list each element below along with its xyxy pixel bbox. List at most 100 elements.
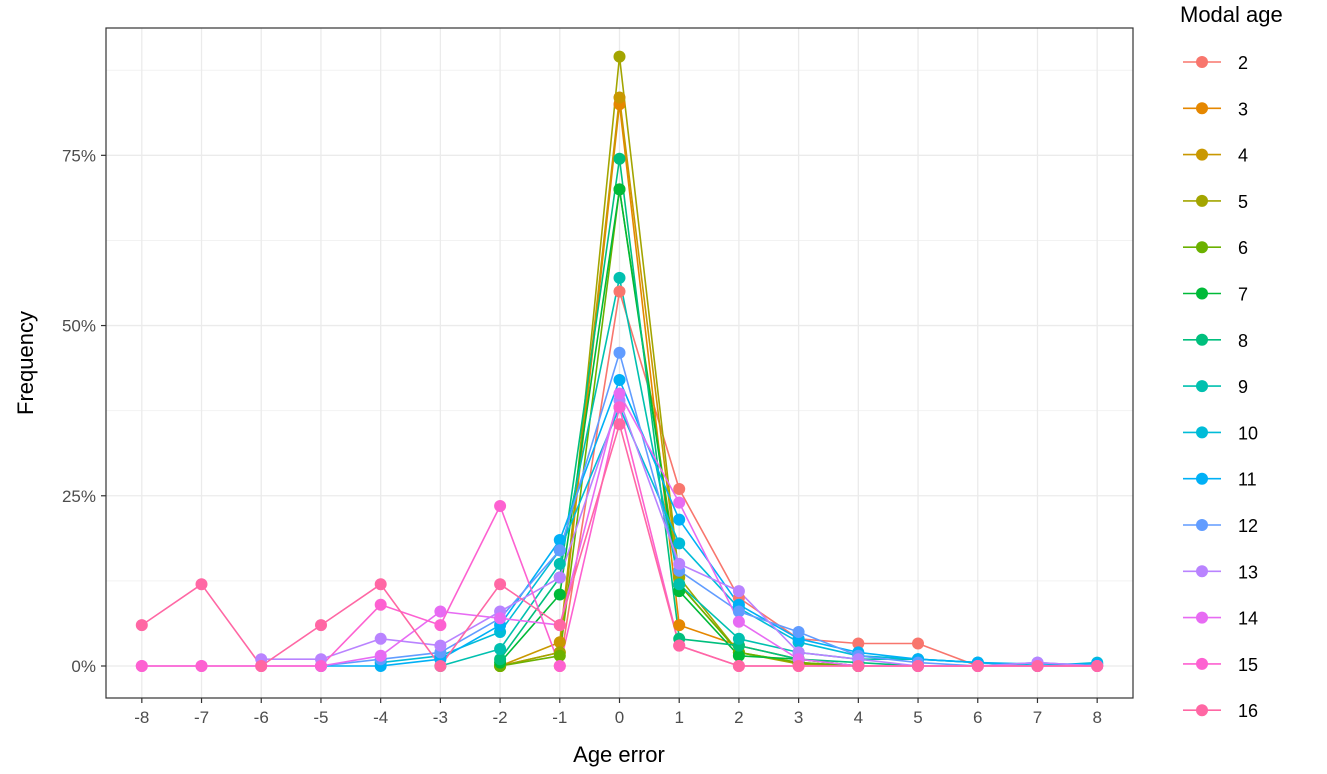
data-point-16 (1091, 660, 1103, 672)
legend-item: 8 (1183, 331, 1248, 351)
data-point-16 (614, 418, 626, 430)
legend-label: 3 (1238, 99, 1248, 119)
legend-label: 6 (1238, 238, 1248, 258)
legend-item: 12 (1183, 516, 1258, 536)
data-point-14 (733, 616, 745, 628)
legend-item: 6 (1183, 238, 1248, 258)
data-point-9 (673, 578, 685, 590)
legend-item: 11 (1183, 470, 1257, 490)
x-tick-label: 5 (913, 708, 922, 727)
legend-item: 2 (1183, 53, 1248, 73)
data-point-13 (673, 558, 685, 570)
legend-key-point (1196, 149, 1208, 161)
legend-key-point (1196, 704, 1208, 716)
legend-label: 13 (1238, 562, 1258, 582)
data-point-16 (972, 660, 984, 672)
legend-label: 11 (1238, 470, 1257, 490)
data-point-2 (614, 286, 626, 298)
legend-label: 10 (1238, 423, 1258, 443)
legend-label: 16 (1238, 701, 1258, 721)
legend-key-point (1196, 334, 1208, 346)
x-axis: -8 -7 -6 -5 -4 -3 -2 -1 0 1 2 3 4 5 6 7 8 (134, 698, 1102, 727)
data-point-15 (136, 660, 148, 672)
data-point-14 (434, 606, 446, 618)
data-point-15 (554, 660, 566, 672)
data-point-15 (315, 660, 327, 672)
data-point-16 (554, 619, 566, 631)
data-point-3 (673, 619, 685, 631)
data-point-13 (733, 585, 745, 597)
y-tick-label: 0% (71, 657, 96, 676)
legend-key-point (1196, 565, 1208, 577)
legend-item: 13 (1183, 562, 1258, 582)
data-point-15 (614, 401, 626, 413)
data-point-16 (434, 660, 446, 672)
legend-label: 14 (1238, 609, 1258, 629)
data-point-2 (673, 483, 685, 495)
x-tick-label: 7 (1033, 708, 1042, 727)
data-point-11 (614, 374, 626, 386)
data-point-14 (375, 650, 387, 662)
data-point-9 (554, 558, 566, 570)
legend-label: 7 (1238, 285, 1248, 305)
x-tick-label: -7 (194, 708, 209, 727)
legend-key-point (1196, 519, 1208, 531)
legend-item: 7 (1183, 285, 1248, 305)
legend-label: 8 (1238, 331, 1248, 351)
data-point-9 (494, 643, 506, 655)
data-point-7 (554, 589, 566, 601)
data-point-16 (136, 619, 148, 631)
x-tick-label: -6 (254, 708, 269, 727)
data-point-14 (494, 612, 506, 624)
data-point-16 (494, 578, 506, 590)
x-tick-label: -3 (433, 708, 448, 727)
data-point-16 (375, 578, 387, 590)
x-tick-label: 2 (734, 708, 743, 727)
data-point-5 (614, 51, 626, 63)
data-point-12 (793, 626, 805, 638)
legend-label: 2 (1238, 53, 1248, 73)
data-point-4 (614, 92, 626, 104)
x-tick-label: 8 (1092, 708, 1101, 727)
legend-item: 3 (1183, 99, 1248, 119)
data-point-15 (494, 500, 506, 512)
data-point-14 (614, 388, 626, 400)
data-point-16 (255, 660, 267, 672)
legend-item: 10 (1183, 423, 1258, 443)
data-point-9 (733, 633, 745, 645)
x-tick-label: -8 (134, 708, 149, 727)
x-tick-label: 1 (674, 708, 683, 727)
data-point-11 (673, 514, 685, 526)
legend-item: 9 (1183, 377, 1248, 397)
x-tick-label: 3 (794, 708, 803, 727)
legend-key-point (1196, 612, 1208, 624)
legend-key-point (1196, 102, 1208, 114)
legend-item: 4 (1183, 146, 1248, 166)
legend-label: 12 (1238, 516, 1258, 536)
data-point-16 (196, 578, 208, 590)
legend-key-point (1196, 288, 1208, 300)
x-tick-label: -2 (493, 708, 508, 727)
data-point-16 (852, 660, 864, 672)
data-point-16 (793, 660, 805, 672)
data-point-9 (614, 272, 626, 284)
data-point-15 (196, 660, 208, 672)
x-tick-label: 4 (854, 708, 863, 727)
data-point-12 (554, 544, 566, 556)
x-axis-title: Age error (573, 742, 665, 767)
data-point-16 (1032, 660, 1044, 672)
y-axis-title: Frequency (13, 311, 38, 415)
data-point-7 (614, 183, 626, 195)
legend-title: Modal age (1180, 2, 1283, 27)
x-tick-label: 0 (615, 708, 624, 727)
data-point-16 (912, 660, 924, 672)
data-point-12 (614, 347, 626, 359)
legend-key-point (1196, 56, 1208, 68)
data-point-2 (912, 638, 924, 650)
data-point-14 (673, 497, 685, 509)
data-point-13 (554, 572, 566, 584)
legend-item: 16 (1183, 701, 1258, 721)
data-point-13 (434, 640, 446, 652)
x-tick-label: -4 (373, 708, 388, 727)
